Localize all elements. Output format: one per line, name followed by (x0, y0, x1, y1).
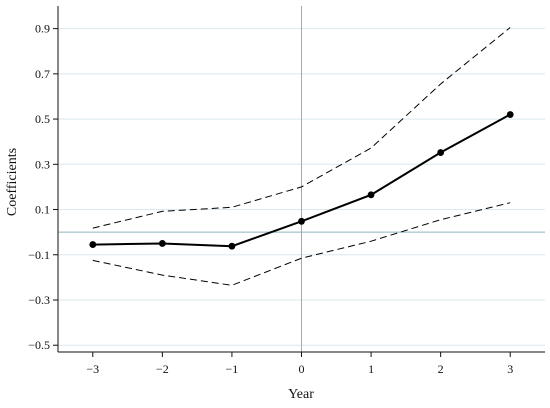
x-tick-label: −1 (226, 362, 239, 376)
x-tick-label: −3 (86, 362, 99, 376)
y-tick-label: −0.3 (28, 293, 50, 307)
series-estimate-point (437, 149, 445, 156)
y-axis-title: Coefficients (5, 148, 20, 216)
x-tick-label: 2 (438, 362, 444, 376)
x-tick-label: 3 (507, 362, 513, 376)
axes: 0.9 0.7 0.5 0.3 0.1 −0.1 −0.3 −0.5 −3 −2 −1 0 1 2 3 (28, 6, 545, 376)
y-tick-label: 0.3 (35, 157, 50, 171)
series-layer (89, 27, 514, 286)
y-tick-label: 0.5 (35, 112, 50, 126)
y-tick-label: −0.1 (28, 248, 50, 262)
x-axis-title: Year (288, 387, 314, 402)
y-tick-label: 0.7 (35, 67, 50, 81)
series-lower-bound-line (92, 202, 511, 286)
series-estimate-point (367, 191, 375, 199)
x-tick-label: 1 (368, 362, 374, 376)
x-tick-label: −2 (156, 362, 169, 376)
series-estimate-point (506, 111, 514, 118)
x-tick-label: 0 (299, 362, 305, 376)
y-tick-label: 0.1 (35, 203, 50, 217)
reference-lines (58, 6, 545, 352)
series-estimate-point (228, 242, 236, 250)
series-estimate-point (298, 217, 305, 225)
y-tick-label: −0.5 (28, 338, 50, 352)
series-upper-bound-line (92, 27, 511, 229)
y-tick-label: 0.9 (35, 22, 50, 36)
series-estimate-point (89, 241, 97, 248)
series-estimate-point (158, 240, 166, 247)
